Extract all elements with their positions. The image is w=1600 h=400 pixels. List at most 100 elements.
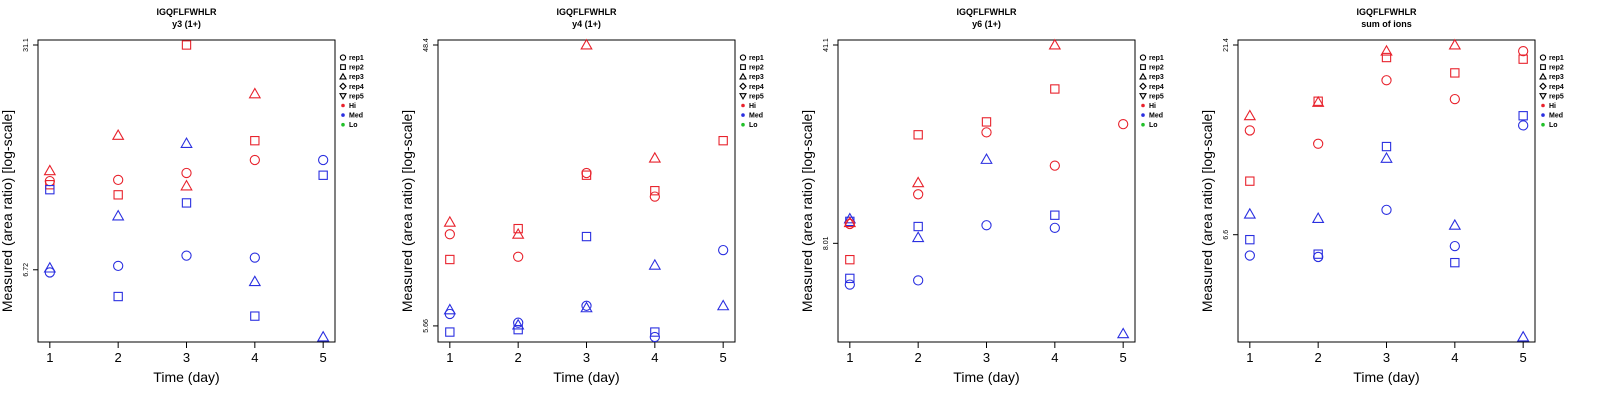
y-tick-label: 6.72 [23, 263, 30, 277]
chart-subtitle: y4 (1+) [572, 19, 601, 29]
data-point [1518, 45, 1529, 57]
data-point [843, 212, 857, 224]
data-point [1516, 330, 1530, 342]
data-point [180, 179, 193, 191]
legend-label: rep5 [1549, 93, 1564, 100]
data-point [43, 164, 57, 176]
data-point [650, 327, 660, 337]
x-axis-label: Time (day) [153, 369, 219, 385]
legend-color-dot [341, 122, 345, 127]
legend-symbol [339, 72, 347, 80]
data-point [844, 218, 855, 230]
data-point [1449, 93, 1460, 105]
data-point [650, 186, 660, 196]
legend-color-dot [341, 103, 345, 108]
data-point [911, 176, 925, 188]
x-tick-label: 2 [915, 350, 922, 365]
data-point [181, 40, 192, 50]
data-point [913, 221, 923, 232]
data-point [513, 324, 523, 335]
legend-symbol [339, 93, 347, 100]
data-point [513, 317, 524, 328]
data-point [1448, 218, 1462, 230]
legend-symbol [340, 64, 346, 70]
data-point [1243, 109, 1257, 121]
data-point [444, 229, 455, 240]
data-point [1050, 84, 1060, 94]
data-point [649, 191, 660, 202]
legend-symbol [1139, 54, 1147, 61]
legend-label: rep3 [749, 74, 764, 81]
legend-symbol [739, 54, 747, 61]
data-point [248, 87, 262, 99]
legend-label: rep4 [749, 84, 764, 91]
data-point [45, 180, 55, 190]
data-point [1380, 151, 1393, 163]
data-point [718, 244, 729, 256]
y-axis-label: Measured (area ratio) [log-scale] [799, 110, 815, 312]
x-tick-label: 1 [46, 350, 53, 365]
x-tick-label: 3 [1383, 350, 1390, 365]
data-point [1518, 111, 1528, 121]
data-point [1245, 176, 1255, 186]
data-point [980, 153, 993, 164]
y-tick-label: 21.4 [1223, 38, 1230, 52]
x-tick-label: 4 [651, 350, 658, 365]
panel-2: IGQFLFWHLR y4 (1+) 1 2 3 4 5 5.66 48.4 Time (day)… [399, 7, 764, 385]
data-point [581, 167, 592, 179]
data-point [443, 303, 457, 315]
data-point [1381, 204, 1392, 215]
legend-label: rep2 [1549, 65, 1564, 72]
legend-label: Lo [749, 122, 758, 129]
legend-color-dot [1141, 103, 1145, 108]
data-point [513, 251, 524, 262]
data-point [1450, 257, 1460, 268]
data-point [111, 128, 125, 140]
data-point [316, 330, 330, 342]
x-axis-label: Time (day) [1353, 369, 1419, 385]
y-tick-label: 5.66 [423, 319, 430, 333]
legend-symbol [1539, 54, 1547, 61]
x-tick-label: 3 [983, 350, 990, 365]
data-point [981, 117, 992, 127]
data-point [648, 258, 662, 270]
data-point [1050, 210, 1060, 220]
x-tick-label: 4 [1051, 350, 1058, 365]
data-point [113, 291, 123, 302]
data-point [843, 216, 857, 228]
panel-3: IGQFLFWHLR y6 (1+) 1 2 3 4 5 8.01 41.1 Time (day)… [799, 7, 1164, 385]
legend-label: Med [1149, 113, 1163, 120]
data-point [844, 279, 855, 290]
x-tick-label: 4 [251, 350, 258, 365]
data-point [581, 231, 592, 242]
x-tick-label: 5 [1120, 350, 1127, 365]
data-point [1116, 327, 1130, 339]
data-point [443, 215, 457, 227]
legend: rep1 rep2 rep3 rep4 rep5 Hi Med Lo [739, 54, 764, 129]
legend-color-dot [741, 113, 745, 117]
data-point [1448, 38, 1462, 50]
legend: rep1 rep2 rep3 rep4 rep5 Hi Med Lo [339, 54, 364, 129]
data-point [181, 167, 192, 179]
legend-symbol [739, 93, 747, 100]
data-point [248, 275, 262, 287]
legend-label: rep5 [749, 93, 764, 100]
data-point [1049, 222, 1060, 234]
legend-label: Hi [749, 103, 756, 110]
x-tick-label: 3 [583, 350, 590, 365]
x-tick-label: 1 [846, 350, 853, 365]
data-point [318, 154, 329, 166]
legend-color-dot [1141, 122, 1145, 127]
data-point [845, 273, 855, 284]
data-point [1381, 52, 1392, 63]
data-point [1380, 44, 1393, 56]
legend-color-dot [741, 122, 745, 127]
legend-symbol [339, 82, 347, 91]
data-point [1381, 75, 1392, 86]
x-tick-label: 5 [320, 350, 327, 365]
legend: rep1 rep2 rep3 rep4 rep5 Hi Med Lo [1539, 54, 1564, 129]
legend-label: rep4 [1149, 84, 1164, 91]
legend-label: rep1 [749, 55, 764, 62]
data-point [1245, 234, 1255, 245]
